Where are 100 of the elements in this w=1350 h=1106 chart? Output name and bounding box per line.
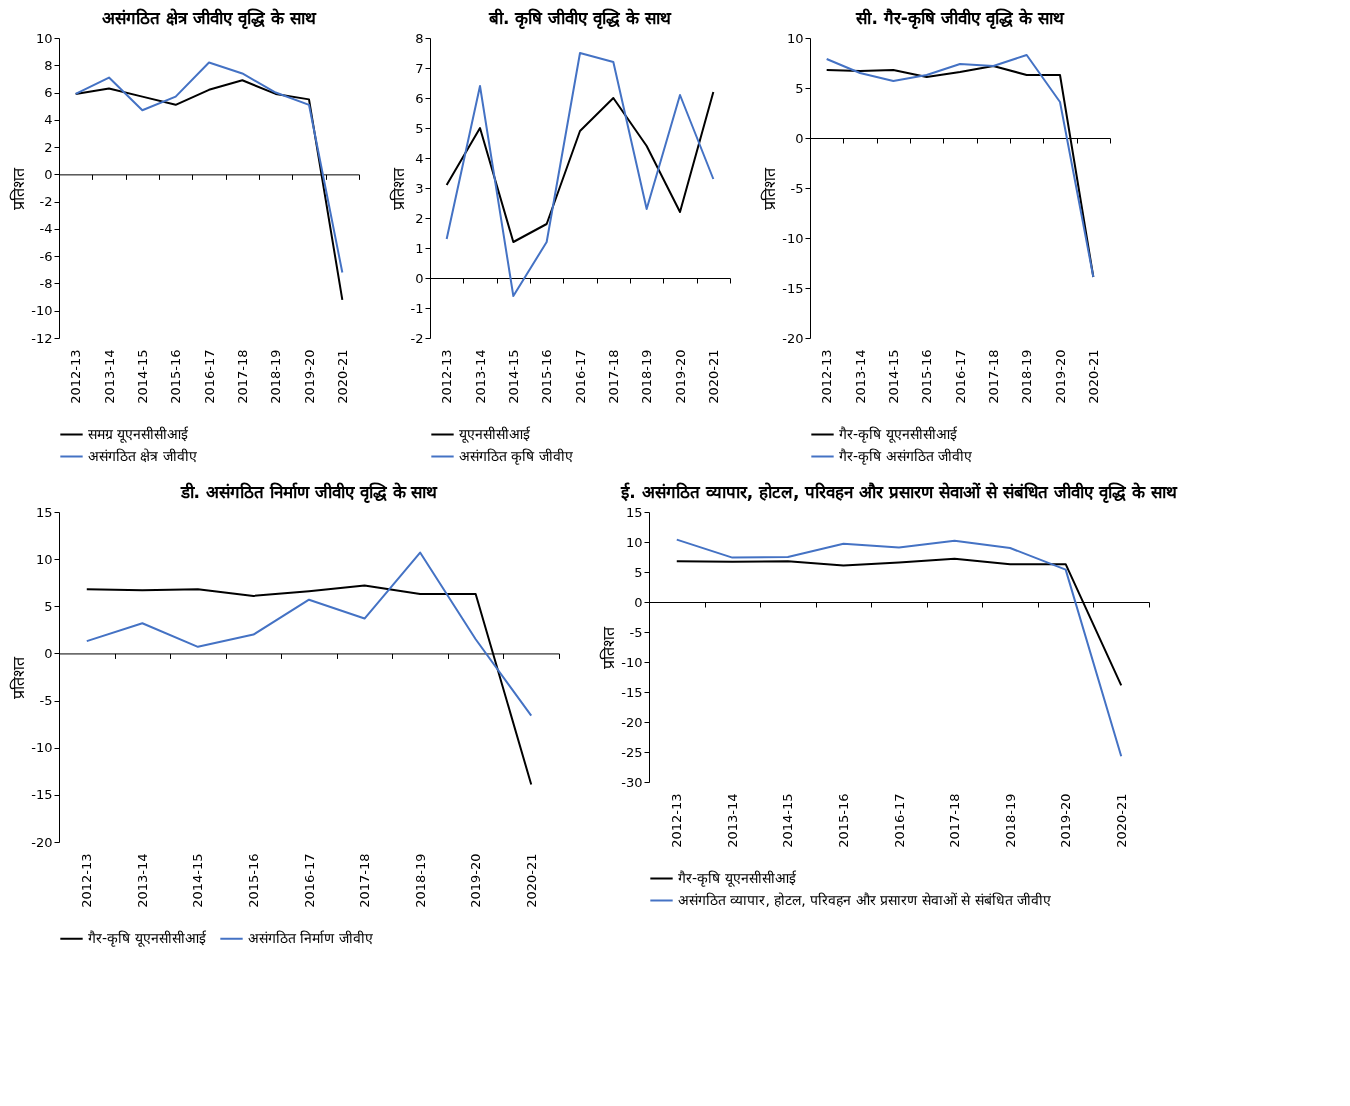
x-tick-label: 2020-21 <box>523 853 539 908</box>
x-tick-label: 2016-17 <box>301 853 317 908</box>
y-tick-label: -15 <box>782 280 804 296</box>
x-tick-label: 2016-17 <box>952 349 968 404</box>
y-tick-label: -10 <box>31 303 53 319</box>
y-tick-label: 3 <box>415 180 424 196</box>
chart-title: डी. असंगठित निर्माण जीवीए वृद्धि के साथ <box>179 482 439 503</box>
y-tick-label: 4 <box>415 150 424 166</box>
legend-label: यूएनसीसीआई <box>459 425 531 443</box>
legend-label: असंगठित व्यापार, होटल, परिवहन और प्रसारण सेवाओं से संबंधित जीवीए <box>678 891 1051 908</box>
y-tick-label: 1 <box>415 240 424 256</box>
y-tick-label: 6 <box>415 90 424 106</box>
x-tick-label: 2017-18 <box>985 349 1001 404</box>
y-tick-label: 10 <box>35 30 53 46</box>
y-tick-label: -2 <box>39 194 53 210</box>
x-tick-label: 2020-21 <box>1113 793 1129 848</box>
y-tick-label: -5 <box>790 180 804 196</box>
y-tick-label: -2 <box>410 330 424 346</box>
x-tick-label: 2013-14 <box>724 793 740 848</box>
chart-title: बी. कृषि जीवीए वृद्धि के साथ <box>487 8 673 29</box>
y-tick-label: 0 <box>634 594 643 610</box>
x-tick-label: 2019-20 <box>672 349 688 404</box>
legend-label: असंगठित कृषि जीवीए <box>459 447 573 465</box>
legend-label: असंगठित निर्माण जीवीए <box>248 929 373 946</box>
x-tick-label: 2018-19 <box>1019 349 1035 404</box>
x-tick-label: 2012-13 <box>68 349 84 404</box>
x-tick-label: 2018-19 <box>1002 793 1018 848</box>
y-tick-label: -25 <box>621 744 643 760</box>
y-tick-label: 5 <box>634 564 643 580</box>
y-axis-title: प्रतिशत <box>9 166 29 210</box>
y-tick-label: 5 <box>44 598 53 614</box>
y-axis-title: प्रतिशत <box>9 655 29 699</box>
y-tick-label: 2 <box>44 139 53 155</box>
x-tick-label: 2014-15 <box>134 349 150 404</box>
y-tick-label: 4 <box>44 112 53 128</box>
y-tick-label: -8 <box>39 275 53 291</box>
x-tick-label: 2013-14 <box>134 853 150 908</box>
x-tick-label: 2012-13 <box>669 793 685 848</box>
x-tick-label: 2012-13 <box>439 349 455 404</box>
x-tick-label: 2014-15 <box>780 793 796 848</box>
line-series <box>74 61 344 274</box>
x-tick-label: 2017-18 <box>234 349 250 404</box>
line-series <box>445 52 715 297</box>
y-tick-label: 15 <box>625 504 643 520</box>
x-tick-label: 2014-15 <box>190 853 206 908</box>
y-tick-label: 0 <box>44 645 53 661</box>
x-tick-label: 2015-16 <box>835 793 851 848</box>
x-tick-label: 2017-18 <box>947 793 963 848</box>
x-tick-label: 2014-15 <box>505 349 521 404</box>
x-tick-label: 2020-21 <box>334 349 350 404</box>
x-tick-label: 2016-17 <box>201 349 217 404</box>
x-tick-label: 2015-16 <box>539 349 555 404</box>
legend-label: गैर-कृषि असंगठित जीवीए <box>839 447 972 465</box>
y-tick-label: -12 <box>31 330 53 346</box>
y-axis-title: प्रतिशत <box>388 166 408 210</box>
legend-label: असंगठित क्षेत्र जीवीए <box>88 447 197 464</box>
x-tick-label: 2019-20 <box>301 349 317 404</box>
legend-label: गैर-कृषि यूएनसीसीआई <box>678 869 797 887</box>
x-tick-label: 2018-19 <box>639 349 655 404</box>
x-tick-label: 2012-13 <box>79 853 95 908</box>
x-tick-label: 2019-20 <box>1058 793 1074 848</box>
x-tick-label: 2015-16 <box>245 853 261 908</box>
y-tick-label: 0 <box>44 166 53 182</box>
x-tick-label: 2019-20 <box>468 853 484 908</box>
y-tick-label: 0 <box>415 270 424 286</box>
x-tick-label: 2015-16 <box>919 349 935 404</box>
y-tick-label: -6 <box>39 248 53 264</box>
y-tick-label: 0 <box>795 130 804 146</box>
y-tick-label: -4 <box>39 221 53 237</box>
y-tick-label: -10 <box>621 654 643 670</box>
x-tick-label: 2020-21 <box>1085 349 1101 404</box>
chart-title: ई. असंगठित व्यापार, होटल, परिवहन और प्रसारण सेवाओं से संबंधित जीवीए वृद्धि के साथ <box>620 482 1178 503</box>
y-tick-label: -10 <box>31 740 53 756</box>
y-tick-label: -5 <box>629 624 643 640</box>
x-tick-label: 2019-20 <box>1052 349 1068 404</box>
x-tick-label: 2018-19 <box>268 349 284 404</box>
y-tick-label: -10 <box>782 230 804 246</box>
x-tick-label: 2016-17 <box>572 349 588 404</box>
x-tick-label: 2015-16 <box>168 349 184 404</box>
y-tick-label: 5 <box>415 120 424 136</box>
y-tick-label: 2 <box>415 210 424 226</box>
line-series <box>675 538 1123 758</box>
legend-label: गैर-कृषि यूएनसीसीआई <box>88 929 207 947</box>
x-tick-label: 2018-19 <box>412 853 428 908</box>
legend-label: गैर-कृषि यूएनसीसीआई <box>839 425 958 443</box>
y-tick-label: 10 <box>35 551 53 567</box>
x-tick-label: 2013-14 <box>101 349 117 404</box>
line-series <box>85 551 533 717</box>
chart-title: असंगठित क्षेत्र जीवीए वृद्धि के साथ <box>102 8 317 29</box>
y-tick-label: 8 <box>44 57 53 73</box>
x-tick-label: 2013-14 <box>472 349 488 404</box>
y-tick-label: -15 <box>621 684 643 700</box>
x-tick-label: 2017-18 <box>605 349 621 404</box>
y-tick-label: 15 <box>35 504 53 520</box>
x-tick-label: 2014-15 <box>885 349 901 404</box>
y-tick-label: 7 <box>415 60 424 76</box>
y-tick-label: -5 <box>39 693 53 709</box>
y-tick-label: 8 <box>415 30 424 46</box>
x-tick-label: 2017-18 <box>357 853 373 908</box>
y-tick-label: 6 <box>44 85 53 101</box>
